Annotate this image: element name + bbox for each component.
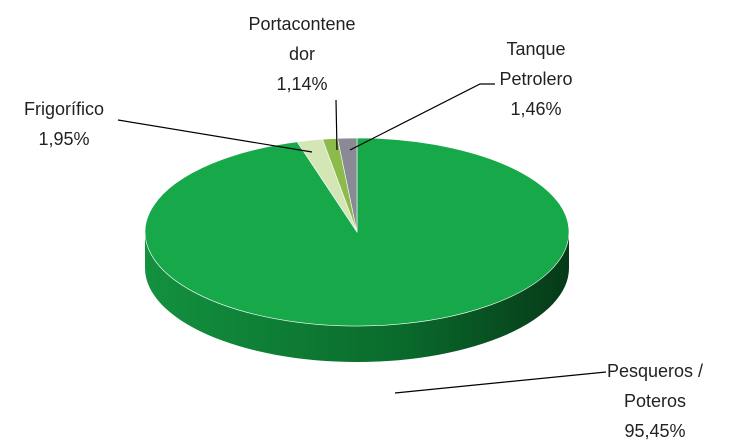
category-label: Frigorífico xyxy=(24,99,104,119)
category-label: Portacontene dor xyxy=(248,14,355,64)
leader-line xyxy=(394,371,607,394)
value-label: 1,46% xyxy=(510,99,561,119)
category-label: Pesqueros / Poteros xyxy=(607,361,703,411)
value-label: 1,95% xyxy=(38,129,89,149)
category-label: Tanque Petrolero xyxy=(499,39,572,89)
leader-line xyxy=(335,99,338,151)
pie-slice xyxy=(337,137,358,233)
pie-side xyxy=(145,232,569,362)
leader-line xyxy=(349,83,495,151)
leader-line xyxy=(117,119,313,153)
value-label: 95,45% xyxy=(624,421,685,440)
value-label: 1,14% xyxy=(276,74,327,94)
